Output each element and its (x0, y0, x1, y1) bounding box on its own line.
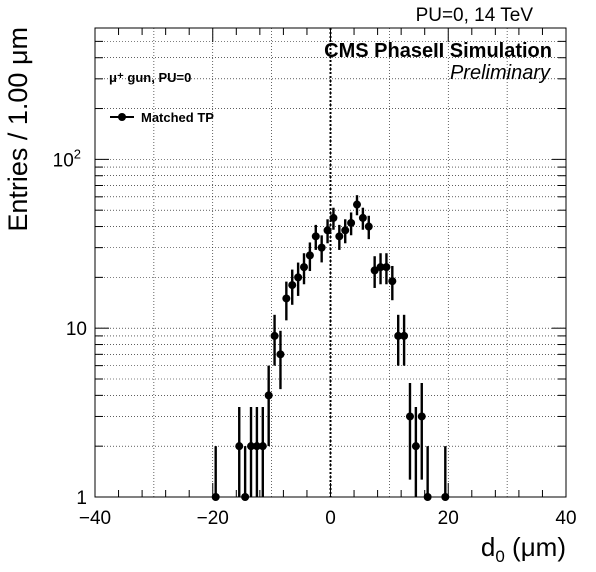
sample-label: μ⁺ gun, PU=0 (109, 70, 191, 85)
data-point (358, 213, 367, 222)
legend: Matched TP (110, 110, 214, 125)
data-point (305, 251, 314, 260)
data-point (329, 213, 338, 222)
data-point (405, 412, 414, 421)
data-point (388, 277, 397, 286)
data-point (352, 200, 361, 209)
data-point (288, 281, 297, 290)
y-tick-label: 102 (53, 146, 81, 171)
status-label: Preliminary (450, 62, 551, 84)
data-point (323, 226, 332, 235)
data-point (400, 331, 409, 340)
y-tick-label-base: 10 (53, 150, 74, 171)
data-point (376, 263, 385, 272)
x-tick-label: −20 (197, 508, 229, 529)
data-point (311, 232, 320, 241)
x-tick-label: 40 (555, 508, 576, 529)
data-point (364, 222, 373, 231)
data-point (411, 442, 420, 451)
x-tick-label: 20 (438, 508, 459, 529)
data-point (382, 263, 391, 272)
x-tick-label: 0 (325, 508, 336, 529)
data-point (235, 442, 244, 451)
grid-lines (95, 28, 566, 497)
x-axis-label-main: d (481, 532, 495, 562)
data-points (211, 195, 450, 501)
legend-entry-matched-tp: Matched TP (141, 110, 214, 125)
data-point (282, 294, 291, 303)
data-point (347, 218, 356, 227)
y-tick-label: 10 (66, 319, 87, 340)
x-axis-label-subscript: 0 (495, 547, 504, 566)
data-point (270, 331, 279, 340)
data-point (417, 412, 426, 421)
x-tick-label: −40 (79, 508, 111, 529)
legend-marker (118, 113, 126, 121)
y-tick-label-exponent: 2 (74, 146, 81, 161)
energy-label: PU=0, 14 TeV (416, 5, 534, 26)
data-point (294, 273, 303, 282)
data-point (276, 350, 285, 359)
y-tick-label: 1 (76, 488, 87, 509)
data-point (317, 243, 326, 252)
data-point (264, 391, 273, 400)
data-point (252, 442, 261, 451)
data-point (341, 226, 350, 235)
data-point (394, 331, 403, 340)
experiment-label: CMS PhaseII Simulation (324, 40, 552, 62)
axis-ticks (94, 28, 567, 497)
y-axis-label: Entries / 1.00 μm (3, 27, 33, 232)
data-point (300, 263, 309, 272)
x-axis-label: d0 (μm) (481, 532, 566, 566)
data-point (335, 232, 344, 241)
data-point (247, 442, 256, 451)
data-point (370, 266, 379, 275)
x-axis-label-unit: (μm) (505, 532, 566, 562)
data-point (258, 442, 267, 451)
